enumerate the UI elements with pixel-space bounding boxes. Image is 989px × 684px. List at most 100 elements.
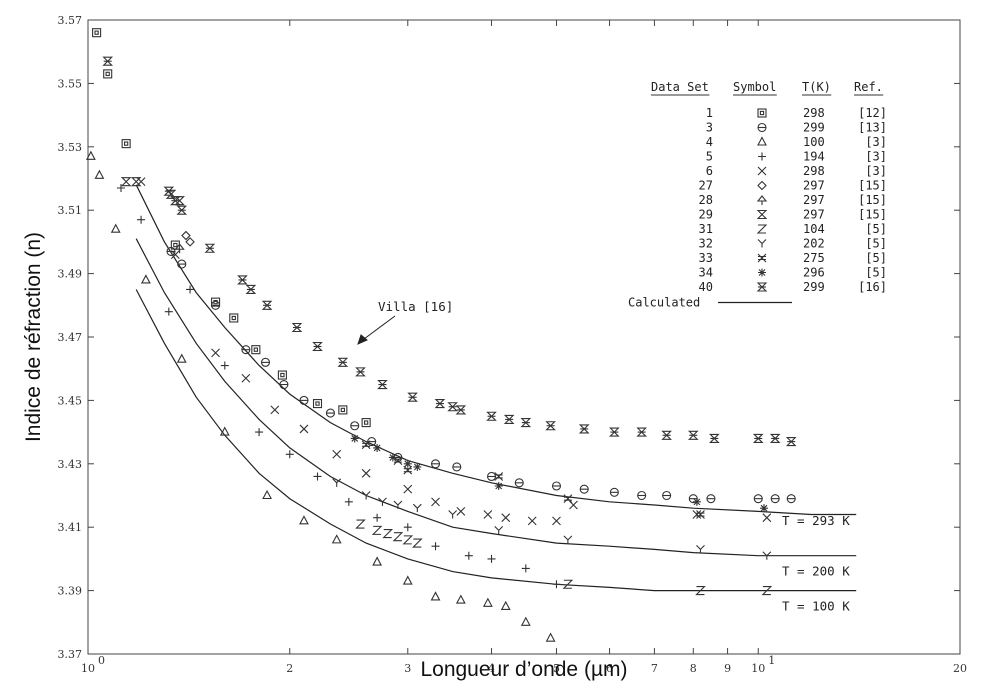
data-point-set-5 [186, 285, 195, 294]
marker-bowtie [130, 177, 142, 187]
marker-triangle [430, 591, 441, 601]
marker-z [695, 586, 706, 596]
marker-hourglass [785, 437, 797, 447]
marker-cross [241, 373, 251, 383]
data-point-set-5 [137, 215, 146, 224]
legend-symbol [757, 239, 767, 248]
legend-header: T(K) [802, 80, 831, 94]
x-tick-label: 4 [488, 662, 495, 675]
marker-plus [403, 523, 412, 532]
legend-dataset: 1 [706, 106, 713, 120]
x-tick-label: 10 [81, 662, 95, 675]
data-point-set-4 [262, 489, 272, 500]
data-point-set-40 [291, 322, 303, 333]
data-point-set-3 [260, 357, 271, 367]
y-tick-label: 3.39 [58, 585, 83, 598]
data-point-set-40 [204, 243, 216, 253]
marker-z [412, 538, 423, 548]
data-point-set-4 [176, 353, 187, 363]
marker-square-inner [231, 315, 236, 321]
marker-z [402, 535, 414, 545]
data-point-set-1 [338, 405, 348, 415]
data-point-set-32 [412, 503, 422, 513]
legend-ref: [5] [865, 222, 887, 236]
legend-temp: 297 [803, 179, 825, 193]
data-point-set-34 [388, 453, 397, 462]
marker-square-inner [253, 347, 258, 352]
x-tick-label: 2 [286, 662, 293, 675]
data-point-set-40 [609, 427, 620, 437]
data-point-set-5 [464, 551, 473, 560]
data-point-set-6 [456, 506, 466, 516]
data-point-set-1 [92, 28, 102, 38]
marker-triangle [455, 594, 466, 604]
curve-line [135, 184, 857, 516]
legend-marker-y [757, 239, 767, 248]
data-point-set-40 [163, 186, 175, 196]
marker-hash [563, 494, 573, 504]
data-point-set-40 [261, 300, 273, 310]
data-point-set-1 [211, 297, 221, 307]
legend-symbol [757, 166, 767, 176]
marker-square [103, 69, 113, 79]
x-tick-exponent: 1 [768, 654, 775, 667]
marker-hourglass [709, 433, 720, 443]
x-tick-label: 7 [651, 662, 658, 675]
data-point-set-4 [85, 150, 96, 160]
legend-dataset: 27 [699, 179, 713, 193]
marker-y [494, 525, 504, 535]
legend-marker-hash [757, 253, 767, 263]
curve-line [135, 238, 857, 557]
legend-symbol [757, 253, 767, 263]
marker-plus [164, 307, 173, 316]
data-point-set-6 [552, 516, 561, 526]
legend-temp: 299 [803, 280, 825, 294]
marker-y [762, 551, 772, 560]
data-point-set-34 [413, 462, 422, 471]
marker-plus [220, 361, 229, 370]
y-tick-label: 3.47 [58, 331, 83, 344]
data-point-set-3 [786, 494, 796, 504]
data-point-set-3 [753, 494, 763, 504]
legend-calculated-label: Calculated [628, 296, 700, 310]
legend-dataset: 40 [699, 280, 713, 294]
marker-square-inner [280, 372, 285, 378]
data-point-set-32 [696, 545, 705, 554]
marker-star [373, 443, 382, 452]
marker-z [355, 519, 366, 529]
data-point-set-40 [769, 433, 781, 443]
legend-temp: 275 [803, 251, 825, 265]
y-tick-label: 3.55 [58, 77, 83, 90]
data-point-set-6 [361, 468, 371, 478]
marker-triangle [520, 616, 531, 626]
marker-cross [692, 510, 702, 519]
legend-temp: 299 [803, 121, 825, 135]
data-point-set-40 [486, 411, 497, 421]
x-tick-label: 20 [953, 662, 967, 675]
y-tick-label: 3.49 [58, 268, 83, 281]
annotations: Villa [16] T = 293 K T = 200 K T = 100 K [357, 299, 850, 613]
data-point-set-6 [431, 497, 440, 507]
marker-plus [344, 497, 353, 506]
data-point-set-32 [378, 497, 387, 506]
marker-hourglass [769, 433, 781, 443]
legend-ref: [5] [865, 237, 887, 251]
legend-symbol [756, 224, 768, 234]
villa-arrow-line [359, 315, 396, 343]
legend-header: Symbol [733, 80, 776, 94]
legend-symbol [757, 136, 767, 146]
data-point-set-40 [785, 437, 797, 447]
ticks-layer: 3.37 3.39 3.41 3.43 3.45 3.47 3.49 3.51 3.53 3.55… [58, 14, 968, 675]
y-tick-label: 3.51 [58, 204, 83, 217]
y-tick-label: 3.57 [58, 14, 83, 27]
marker-square [121, 139, 131, 149]
legend-ref: [15] [858, 179, 887, 193]
data-point-set-4 [331, 534, 342, 544]
data-point-set-3 [662, 490, 672, 501]
marker-square [312, 399, 323, 409]
data-point-set-6 [332, 449, 342, 459]
marker-plus [487, 554, 496, 563]
x-tick-label: 3 [404, 662, 411, 675]
legend: Data Set Symbol T(K) Ref. 1 298 [12] 3 299 [13] 4 1… [628, 80, 887, 310]
data-point-set-31 [695, 586, 706, 596]
